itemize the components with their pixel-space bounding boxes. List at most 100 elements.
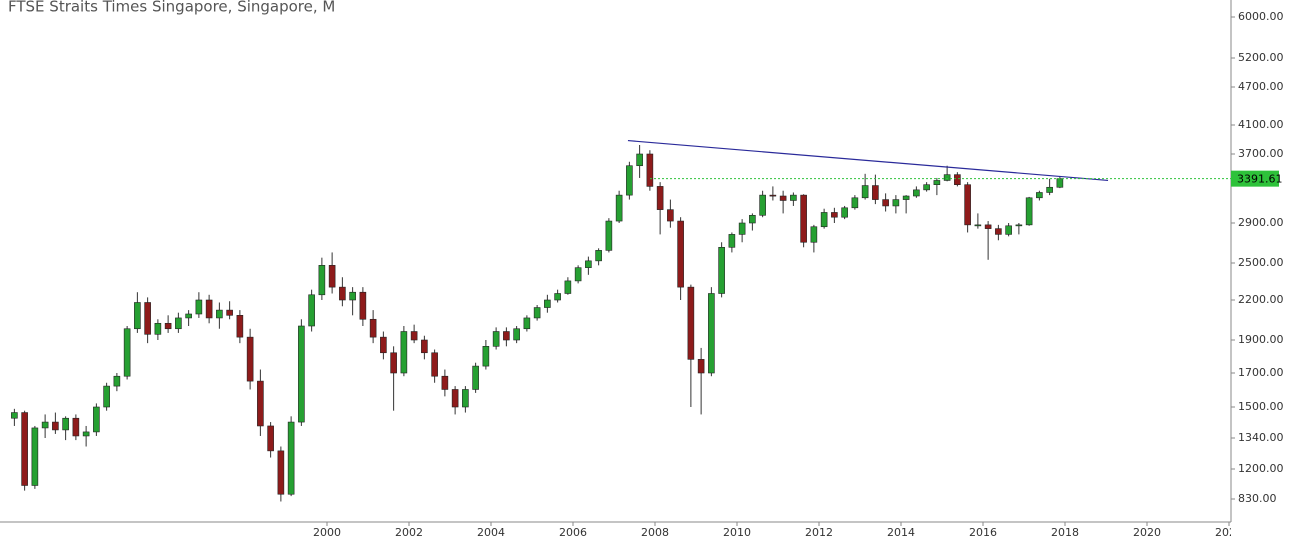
candle-body <box>257 380 264 427</box>
candle-body <box>749 214 756 224</box>
candle-body <box>185 313 192 319</box>
y-tick-label: 830.00 <box>1238 492 1277 505</box>
candle-body <box>728 234 736 248</box>
candle-body <box>902 195 910 200</box>
candle-body <box>943 174 951 181</box>
candle-body <box>72 417 80 437</box>
x-tick-label: 2012 <box>805 526 833 539</box>
y-tick-label: 1700.00 <box>1238 366 1284 379</box>
candle-body <box>554 293 561 301</box>
candle-body <box>615 194 623 222</box>
candle-body <box>872 185 879 200</box>
candle-body <box>503 331 510 341</box>
candle-body <box>328 265 336 288</box>
candle-body <box>738 222 746 235</box>
candle-body <box>667 209 674 222</box>
x-tick-label: 2010 <box>723 526 751 539</box>
x-tick-label: 2004 <box>477 526 505 539</box>
candle-body <box>564 280 572 294</box>
candle-body <box>421 339 428 354</box>
candle-body <box>646 153 654 187</box>
candle-body <box>851 197 859 209</box>
candle-body <box>1005 225 1012 235</box>
candle-body <box>205 299 213 319</box>
candle-body <box>626 165 633 196</box>
candle-body <box>687 286 695 360</box>
y-tick-label: 1900.00 <box>1238 333 1284 346</box>
candle-body <box>441 375 449 390</box>
candle-body <box>831 212 838 218</box>
y-axis: 6000.00 5200.00 4700.00 4100.00 3700.00 2900.… <box>1231 10 1284 505</box>
candle-body <box>964 184 971 226</box>
x-tick-label: 2002 <box>395 526 423 539</box>
candle-body <box>339 286 346 301</box>
chart-title: FTSE Straits Times Singapore, Singapore,… <box>8 0 335 16</box>
candle-body <box>390 352 397 374</box>
y-tick-label: 1340.00 <box>1238 431 1284 444</box>
candle-body <box>298 325 305 423</box>
candle-body <box>164 322 172 330</box>
candle-body <box>31 427 39 486</box>
candle-body <box>841 207 848 218</box>
candle-body <box>82 431 90 437</box>
candle-body <box>574 267 582 282</box>
candle-body <box>892 199 900 207</box>
candle-body <box>93 406 100 433</box>
candle-body <box>134 302 141 330</box>
candle-body <box>246 336 254 382</box>
candle-body <box>226 309 233 316</box>
y-tick-label: 6000.00 <box>1238 10 1284 23</box>
candle-body <box>1046 186 1053 193</box>
candle-body <box>195 299 203 315</box>
candle-body <box>318 265 326 296</box>
candle-body <box>595 250 602 262</box>
y-tick-label: 1200.00 <box>1238 462 1284 475</box>
x-tick-label: 2022 <box>1215 526 1243 539</box>
candle-body <box>113 375 121 387</box>
candle-body <box>708 293 715 374</box>
candle-body <box>790 194 797 201</box>
price-label: 3391.61 <box>1237 173 1283 186</box>
candle-body <box>697 359 705 374</box>
candle-body <box>175 317 182 330</box>
candle-body <box>1036 192 1043 199</box>
y-tick-label: 2900.00 <box>1238 216 1284 229</box>
candle-body <box>544 299 551 308</box>
candle-body <box>984 224 992 229</box>
trendline <box>627 139 1109 182</box>
candle-body <box>349 291 356 301</box>
candle-body <box>974 224 982 227</box>
x-tick-label: 2014 <box>887 526 915 539</box>
candle-body <box>779 195 787 201</box>
candle-body <box>882 199 889 207</box>
candle-body <box>1056 178 1064 188</box>
candle-body <box>769 194 777 197</box>
candle-body <box>718 246 725 294</box>
x-tick-label: 2018 <box>1051 526 1079 539</box>
candle-body <box>103 385 110 408</box>
candle-body <box>913 189 920 197</box>
candle-body <box>380 336 387 354</box>
candle-body <box>123 328 131 377</box>
y-tick-label: 1500.00 <box>1238 400 1284 413</box>
candle-body <box>923 184 930 191</box>
candle-body <box>236 315 244 338</box>
x-tick-label: 2006 <box>559 526 587 539</box>
candle-body <box>11 412 18 419</box>
y-tick-label: 3700.00 <box>1238 147 1284 160</box>
x-tick-label: 2000 <box>313 526 341 539</box>
candle-body <box>154 322 162 335</box>
candle-body <box>482 346 490 367</box>
candle-body <box>1015 224 1023 227</box>
price-label-box <box>1231 170 1279 187</box>
plot-area <box>11 139 1231 502</box>
candle-body <box>462 389 469 408</box>
candle-body <box>800 194 807 243</box>
x-tick-label: 2016 <box>969 526 997 539</box>
candle-body <box>451 389 459 408</box>
y-tick-label: 2500.00 <box>1238 256 1284 269</box>
candle-body <box>759 194 766 216</box>
candle-body <box>523 317 531 330</box>
candle-body <box>861 185 869 199</box>
